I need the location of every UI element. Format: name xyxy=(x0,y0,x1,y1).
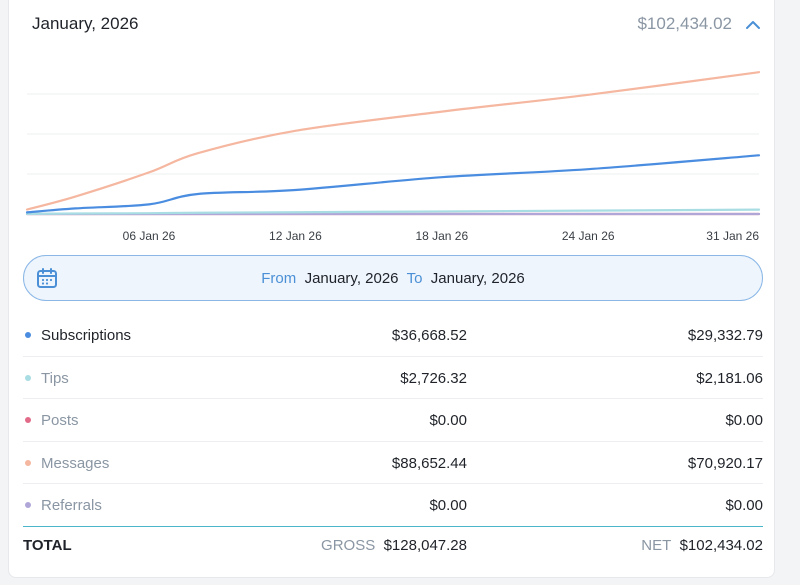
chevron-up-icon xyxy=(746,21,760,29)
category-gross: $36,668.52 xyxy=(391,327,467,344)
category-gross: $0.00 xyxy=(429,497,467,514)
category-net: $2,181.06 xyxy=(696,369,763,387)
x-tick-label: 18 Jan 26 xyxy=(415,229,468,243)
total-row: TOTAL GROSS $128,047.28 NET $102,434.02 xyxy=(23,525,763,565)
category-net: $0.00 xyxy=(725,412,763,429)
total-net: NET $102,434.02 xyxy=(641,537,763,554)
x-tick-label: 06 Jan 26 xyxy=(123,229,176,243)
net-label: NET xyxy=(641,537,672,554)
category-row-tips[interactable]: Tips $2,726.32 $2,181.06 xyxy=(23,357,763,399)
earnings-chart: 06 Jan 26 12 Jan 26 18 Jan 26 24 Jan 26 31 J… xyxy=(9,50,776,250)
category-row-messages[interactable]: Messages $88,652.44 $70,920.17 xyxy=(23,442,763,484)
date-range-picker[interactable]: From January, 2026 To January, 2026 xyxy=(23,255,763,301)
card-header[interactable]: January, 2026 $102,434.02 xyxy=(9,0,774,50)
series-dot-icon xyxy=(25,417,31,423)
total-label: TOTAL xyxy=(23,537,72,554)
total-gross: GROSS $128,047.28 xyxy=(321,537,467,554)
category-gross: $88,652.44 xyxy=(391,454,467,472)
category-net: $0.00 xyxy=(725,497,763,514)
category-row-subscriptions[interactable]: Subscriptions $36,668.52 $29,332.79 xyxy=(23,314,763,357)
series-dot-icon xyxy=(25,332,31,338)
series-dot-icon xyxy=(25,502,31,508)
category-name: Posts xyxy=(41,412,79,429)
from-label: From xyxy=(261,270,297,287)
series-line-messages xyxy=(25,71,761,211)
series-dot-icon xyxy=(25,374,31,381)
category-net: $29,332.79 xyxy=(687,327,763,344)
category-name: Messages xyxy=(41,454,110,472)
category-name: Subscriptions xyxy=(41,327,132,344)
period-title: January, 2026 xyxy=(32,14,139,33)
earnings-card: January, 2026 $102,434.02 06 Jan 26 12 Ja… xyxy=(8,0,775,578)
chart-svg: 06 Jan 26 12 Jan 26 18 Jan 26 24 Jan 26 31 J… xyxy=(25,71,761,243)
x-tick-label: 12 Jan 26 xyxy=(269,229,322,243)
category-net: $70,920.17 xyxy=(687,454,763,472)
series-line-tips xyxy=(25,208,761,216)
category-name: Tips xyxy=(41,369,69,387)
x-tick-label: 31 Jan 26 xyxy=(706,229,759,243)
series-dot-icon xyxy=(25,459,31,466)
header-net-amount: $102,434.02 xyxy=(637,14,732,33)
calendar-icon xyxy=(37,268,57,288)
collapse-button[interactable] xyxy=(740,12,766,38)
date-range-text: From January, 2026 To January, 2026 xyxy=(24,270,762,287)
category-name: Referrals xyxy=(41,497,102,514)
gross-label: GROSS xyxy=(321,537,376,554)
to-label: To xyxy=(406,270,423,287)
to-value: January, 2026 xyxy=(430,270,525,287)
gross-value: $128,047.28 xyxy=(383,537,467,554)
series-line-subscriptions xyxy=(25,154,761,214)
category-row-posts[interactable]: Posts $0.00 $0.00 xyxy=(23,399,763,442)
from-value: January, 2026 xyxy=(304,270,399,287)
net-value: $102,434.02 xyxy=(679,537,763,554)
earnings-table: Subscriptions $36,668.52 $29,332.79 Tips $2,… xyxy=(23,314,763,527)
category-gross: $2,726.32 xyxy=(400,369,467,387)
category-row-referrals[interactable]: Referrals $0.00 $0.00 xyxy=(23,484,763,527)
x-tick-label: 24 Jan 26 xyxy=(562,229,615,243)
category-gross: $0.00 xyxy=(429,412,467,429)
